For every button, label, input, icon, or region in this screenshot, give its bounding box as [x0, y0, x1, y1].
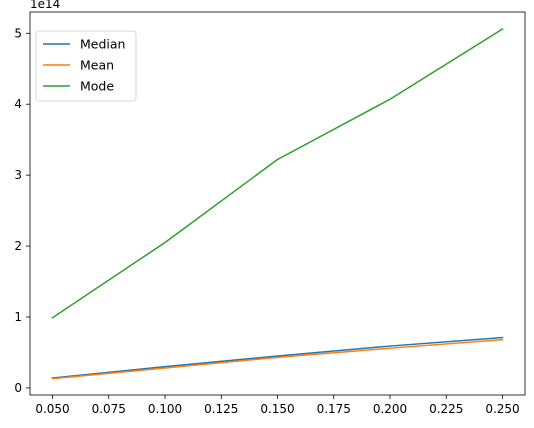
x-tick-label: 0.075 [92, 402, 126, 416]
legend: Median Mean Mode [35, 30, 137, 102]
y-tick-label: 5 [14, 26, 22, 40]
x-tick-label: 0.225 [429, 402, 463, 416]
series-line-median [51, 336, 504, 379]
series-line-mean [51, 338, 504, 380]
legend-label: Mean [80, 58, 114, 73]
x-tick-label: 0.125 [204, 402, 238, 416]
plot-frame [29, 11, 526, 396]
x-tick-label: 0.050 [35, 402, 69, 416]
series-lines [51, 27, 504, 380]
x-tick-label: 0.250 [485, 402, 519, 416]
legend-label: Median [80, 37, 125, 52]
y-tick-label: 3 [14, 168, 22, 182]
x-tick-label: 0.100 [148, 402, 182, 416]
x-tick-label: 0.150 [260, 402, 294, 416]
y-tick-label: 4 [14, 97, 22, 111]
y-axis-offset-label: 1e14 [30, 0, 60, 11]
y-tick-label: 2 [14, 239, 22, 253]
x-tick-label: 0.175 [317, 402, 351, 416]
legend-label: Mode [80, 79, 114, 94]
x-tick-label: 0.200 [373, 402, 407, 416]
y-tick-label: 1 [14, 310, 22, 324]
y-axis: 0 1 2 3 4 5 [14, 26, 30, 395]
x-axis: 0.050 0.075 0.100 0.125 0.150 0.175 0.200 0.225… [35, 395, 520, 416]
y-tick-label: 0 [14, 381, 22, 395]
series-line-mode [51, 27, 504, 319]
legend-box [35, 30, 137, 102]
